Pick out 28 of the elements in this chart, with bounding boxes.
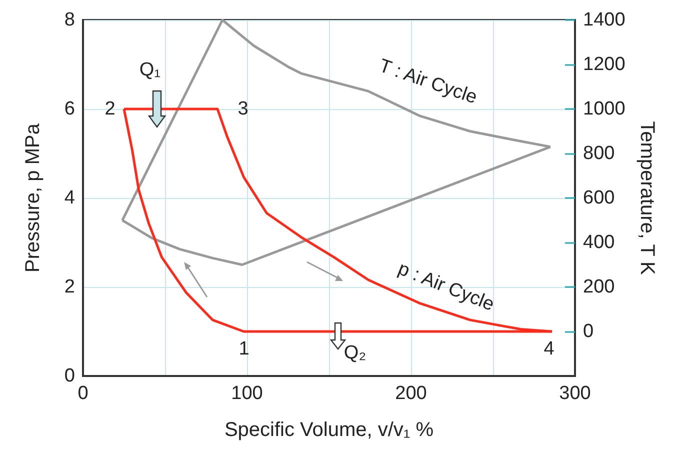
y2-tick-label: 400 [583, 232, 615, 253]
y-tick-label: 8 [64, 10, 75, 30]
annotation: Q₂ [344, 342, 366, 364]
y2-tick-label: 800 [583, 143, 615, 164]
annotation: p : Air Cycle [395, 258, 497, 316]
annotation: 4 [544, 338, 555, 360]
y-axis-title: Pressure, p MPa [22, 122, 44, 272]
y2-tick-label: 200 [583, 276, 615, 298]
x-axis-title: Specific Volume, v/v₁ % [224, 419, 434, 441]
y2-axis-title: Temperature, T K [636, 121, 658, 276]
x-tick-label: 100 [231, 383, 263, 404]
y-tick-label: 2 [64, 276, 75, 298]
y2-tick-label: 1400 [583, 10, 626, 30]
y2-tick-label: 1200 [583, 54, 626, 75]
y-tick-label: 0 [64, 366, 75, 386]
y2-tick-label: 600 [583, 188, 615, 208]
x-tick-label: 200 [395, 383, 427, 404]
annotation: 1 [238, 338, 250, 360]
annotation: 2 [104, 98, 116, 120]
x-tick-label: 300 [559, 383, 591, 404]
y-tick-label: 6 [64, 98, 75, 120]
y-tick-label: 4 [64, 188, 76, 208]
y2-tick-label: 0 [583, 321, 594, 342]
x-tick-label: 0 [78, 383, 88, 404]
annotation: Q₁ [139, 60, 161, 80]
annotation: T : Air Cycle [376, 56, 480, 108]
annotation: 3 [238, 98, 248, 120]
y2-tick-label: 1000 [583, 98, 626, 120]
